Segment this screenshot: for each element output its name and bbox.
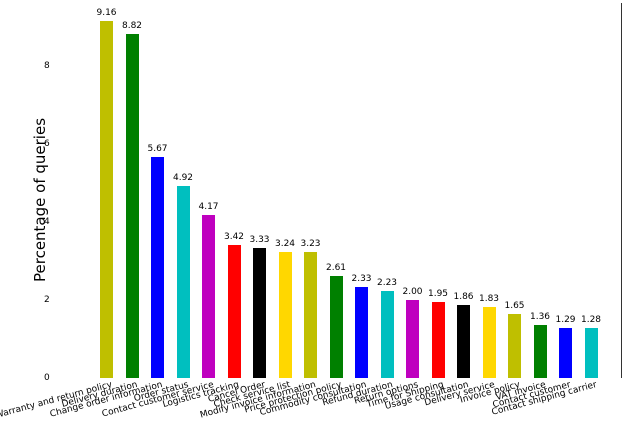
right-border bbox=[621, 3, 622, 378]
value-label: 3.42 bbox=[223, 231, 245, 242]
y-tick: 0 bbox=[44, 373, 50, 383]
bar bbox=[304, 252, 317, 378]
bar bbox=[202, 215, 215, 378]
bar bbox=[380, 291, 394, 378]
bar bbox=[227, 244, 241, 378]
value-label: 3.33 bbox=[249, 235, 270, 246]
y-tick: 2 bbox=[44, 295, 50, 305]
bar bbox=[176, 186, 190, 378]
value-label: 2.33 bbox=[351, 274, 372, 285]
bar bbox=[482, 306, 496, 378]
value-label: 8.82 bbox=[121, 21, 143, 32]
bar bbox=[533, 324, 547, 378]
value-label: 1.29 bbox=[555, 314, 576, 325]
bar bbox=[431, 301, 445, 378]
value-label: 1.95 bbox=[427, 288, 449, 299]
y-tick: 4 bbox=[44, 217, 50, 227]
value-label: 9.16 bbox=[96, 7, 117, 18]
value-label: 1.86 bbox=[453, 292, 474, 303]
value-label: 4.17 bbox=[198, 202, 219, 213]
bar bbox=[559, 327, 572, 378]
bar bbox=[329, 276, 343, 378]
value-label: 3.24 bbox=[274, 238, 296, 249]
value-label: 5.67 bbox=[147, 143, 168, 154]
value-label: 3.23 bbox=[300, 239, 321, 250]
bar bbox=[253, 248, 266, 378]
bar bbox=[151, 156, 164, 378]
value-label: 2.61 bbox=[325, 263, 347, 274]
value-label: 2.00 bbox=[402, 287, 423, 297]
bar bbox=[508, 313, 521, 378]
value-label: 1.36 bbox=[529, 311, 551, 322]
y-tick: 6 bbox=[44, 139, 50, 149]
value-label: 1.65 bbox=[504, 300, 525, 311]
y-tick: 8 bbox=[44, 61, 50, 71]
value-label: 1.28 bbox=[580, 315, 602, 326]
value-label: 2.23 bbox=[376, 278, 398, 289]
bar bbox=[355, 287, 368, 378]
bar bbox=[100, 20, 113, 378]
bar bbox=[457, 305, 470, 378]
bar bbox=[278, 251, 292, 378]
bar bbox=[125, 34, 139, 378]
value-label: 1.83 bbox=[478, 293, 500, 304]
bar bbox=[406, 300, 419, 378]
bar bbox=[584, 328, 598, 378]
value-label: 4.92 bbox=[172, 173, 194, 184]
